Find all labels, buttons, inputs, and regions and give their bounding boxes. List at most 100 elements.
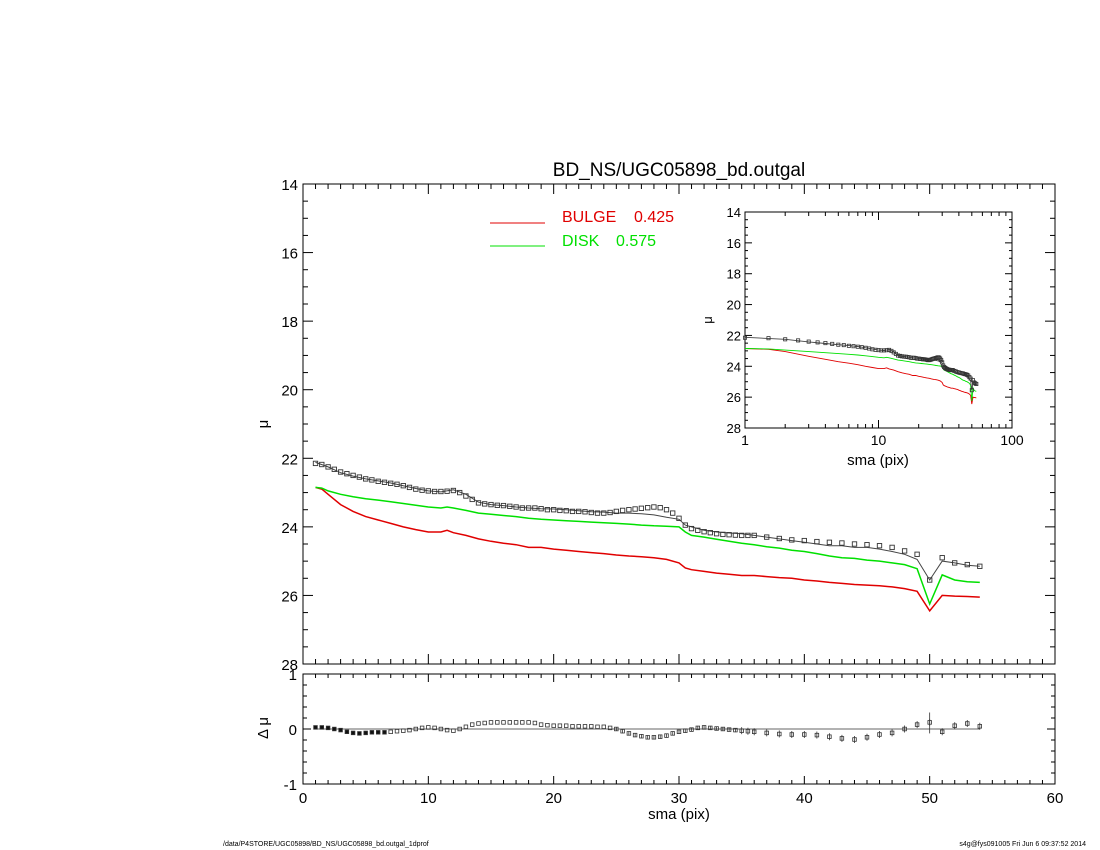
inset-data-point <box>876 348 881 353</box>
residual-point <box>626 731 632 736</box>
data-point <box>914 551 920 557</box>
data-point <box>801 537 807 544</box>
data-point <box>952 560 958 566</box>
inset-y-tick-label: 26 <box>727 390 741 405</box>
inset-data-point <box>851 344 856 349</box>
data-point <box>513 504 519 510</box>
legend: BULGE 0.425 DISK 0.575 <box>490 209 674 250</box>
data-point <box>400 483 406 489</box>
data-point <box>563 508 569 514</box>
residual-point <box>814 732 820 738</box>
residual-point <box>658 734 663 739</box>
data-point <box>381 479 388 485</box>
residual-point <box>695 725 700 731</box>
x-tick-label: 0 <box>299 790 307 807</box>
residual-point <box>714 726 719 731</box>
data-point <box>363 476 369 482</box>
data-point <box>626 507 632 513</box>
inset-y-tick-label: 20 <box>727 298 741 313</box>
data-point <box>582 509 588 515</box>
inset-y-tick-label: 22 <box>727 328 741 343</box>
data-point <box>676 515 682 521</box>
data-point <box>406 484 413 491</box>
residual-point <box>601 724 606 729</box>
inset-bulge-line <box>744 348 977 405</box>
residual-point <box>344 729 350 734</box>
residual-point <box>889 730 895 736</box>
model-profile-line <box>315 461 980 581</box>
inset-y-tick-label: 28 <box>727 421 741 436</box>
data-point <box>475 500 482 506</box>
inset-data-point <box>879 348 884 353</box>
x-tick-label: 30 <box>671 790 688 807</box>
inset-data-point <box>841 343 846 348</box>
data-point <box>720 531 726 538</box>
data-point <box>632 506 638 512</box>
residual-point <box>977 724 982 729</box>
residual-point <box>607 725 613 731</box>
data-point <box>525 505 532 511</box>
data-point <box>939 555 945 561</box>
residual-point <box>457 726 462 732</box>
data-point <box>331 466 337 472</box>
residual-point <box>551 723 556 728</box>
residual-point <box>632 732 638 738</box>
data-point <box>776 535 782 542</box>
residual-point <box>708 725 713 731</box>
residual-point <box>507 720 512 725</box>
data-point <box>695 527 701 533</box>
residual-point <box>463 724 469 729</box>
legend-bulge-value: 0.425 <box>634 209 674 226</box>
data-point <box>469 496 475 503</box>
residual-point <box>476 721 481 726</box>
data-point <box>482 501 488 507</box>
data-point <box>438 488 444 495</box>
main-y-tick-label: 22 <box>281 451 298 468</box>
main-y-tick-label: 26 <box>281 588 298 605</box>
data-point <box>369 477 375 483</box>
x-tick-label: 20 <box>545 790 562 807</box>
residual-point <box>557 723 563 728</box>
inset-y-tick-label: 18 <box>727 267 741 282</box>
inset-series <box>743 335 979 405</box>
data-point <box>350 472 356 479</box>
residual-point <box>375 730 381 735</box>
residual-point <box>582 724 588 729</box>
residual-point <box>513 720 519 725</box>
residual-point <box>914 722 920 727</box>
residual-point <box>745 729 751 734</box>
data-point <box>876 543 883 549</box>
residual-point <box>689 727 694 732</box>
data-point <box>707 530 713 536</box>
inset-x-tick-label: 100 <box>1000 432 1024 448</box>
data-point <box>419 487 425 493</box>
residual-point <box>413 726 418 732</box>
inset-y-tick-label: 14 <box>727 205 741 220</box>
inset-data-point <box>884 348 889 353</box>
data-point <box>544 507 551 513</box>
residual-point <box>438 726 444 732</box>
residual-point <box>401 728 406 733</box>
inset-data-point <box>815 340 820 345</box>
inset-y-tick-label: 24 <box>727 359 741 374</box>
inset-panel: 14 16 18 20 22 24 26 281 10 100 sma (pix) μ <box>700 205 1024 469</box>
footer-file-path: /data/P4STORE/UGC05898/BD_NS/UGC05898_bd… <box>223 841 429 848</box>
inset-x-tick-label: 10 <box>871 432 887 448</box>
legend-disk-value: 0.575 <box>616 233 656 250</box>
data-point <box>557 507 563 514</box>
main-y-tick-labels: 14 16 18 20 22 24 26 28 <box>281 177 298 674</box>
residual-point <box>382 730 387 735</box>
main-series <box>312 460 983 613</box>
data-point <box>682 522 688 528</box>
residual-point <box>526 720 531 725</box>
data-point <box>977 563 983 569</box>
data-point <box>337 469 344 475</box>
data-point <box>413 486 419 492</box>
data-point <box>726 532 732 538</box>
inset-data-point <box>743 335 748 340</box>
inset-x-axis-label: sma (pix) <box>847 452 909 469</box>
residual-point <box>564 723 569 728</box>
residual-point <box>620 729 625 734</box>
data-point <box>645 505 651 511</box>
